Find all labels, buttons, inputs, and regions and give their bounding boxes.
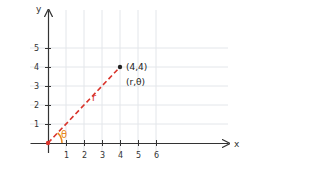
- y-tick-mark: [45, 105, 51, 106]
- y-tick: 3: [34, 82, 51, 91]
- y-tick-label: 5: [34, 44, 39, 53]
- grid-line: [30, 124, 228, 125]
- grid-line: [156, 10, 157, 153]
- grid-line: [30, 105, 228, 106]
- y-tick: 5: [34, 44, 51, 53]
- annotation: (r,θ): [126, 77, 145, 87]
- y-axis: 1 2 3 4 5: [34, 11, 51, 154]
- y-tick: 1: [34, 120, 51, 129]
- x-tick-label: 2: [82, 151, 87, 160]
- y-tick-mark: [45, 48, 51, 49]
- grid-line: [30, 48, 228, 49]
- plot-marks: [46, 65, 122, 145]
- annotation: r: [92, 92, 97, 103]
- r-line: [48, 67, 120, 143]
- grid-line: [102, 10, 103, 153]
- x-tick: 5: [136, 140, 141, 160]
- chart: 1 2 3 4 5 6 1 2 3 4 5 x y (4,4) (r,θ) r θ: [0, 0, 320, 180]
- x-tick-mark: [120, 140, 121, 146]
- x-tick-mark: [102, 140, 103, 146]
- x-tick-mark: [156, 140, 157, 146]
- x-tick-label: 5: [136, 151, 141, 160]
- y-tick-mark: [45, 67, 51, 68]
- x-tick: 6: [154, 140, 159, 160]
- x-axis-label: x: [234, 139, 240, 149]
- y-tick-label: 1: [34, 120, 39, 129]
- y-tick-label: 2: [34, 101, 39, 110]
- y-axis-line: [48, 11, 49, 154]
- annotation: θ: [61, 129, 67, 140]
- point: [118, 65, 122, 69]
- x-tick-label: 3: [100, 151, 105, 160]
- x-tick-mark: [66, 140, 67, 146]
- x-tick-label: 4: [118, 151, 123, 160]
- x-tick-mark: [138, 140, 139, 146]
- x-tick-label: 1: [64, 151, 69, 160]
- y-tick-label: 4: [34, 63, 39, 72]
- y-tick: 4: [34, 63, 51, 72]
- x-axis-line: [31, 143, 229, 144]
- x-tick: 3: [100, 140, 105, 160]
- y-tick: 2: [34, 101, 51, 110]
- x-tick-mark: [84, 140, 85, 146]
- y-tick-mark: [45, 124, 51, 125]
- y-tick-label: 3: [34, 82, 39, 91]
- grid-line: [120, 10, 121, 153]
- x-tick: 4: [118, 140, 123, 160]
- y-axis-label: y: [36, 4, 42, 14]
- x-tick-label: 6: [154, 151, 159, 160]
- point: [46, 141, 50, 145]
- grid: [30, 10, 228, 153]
- y-tick-mark: [45, 86, 51, 87]
- annotation: (4,4): [126, 62, 147, 72]
- x-axis: 1 2 3 4 5 6: [31, 140, 229, 160]
- grid-line: [84, 10, 85, 153]
- x-tick: 1: [64, 140, 69, 160]
- x-tick: 2: [82, 140, 87, 160]
